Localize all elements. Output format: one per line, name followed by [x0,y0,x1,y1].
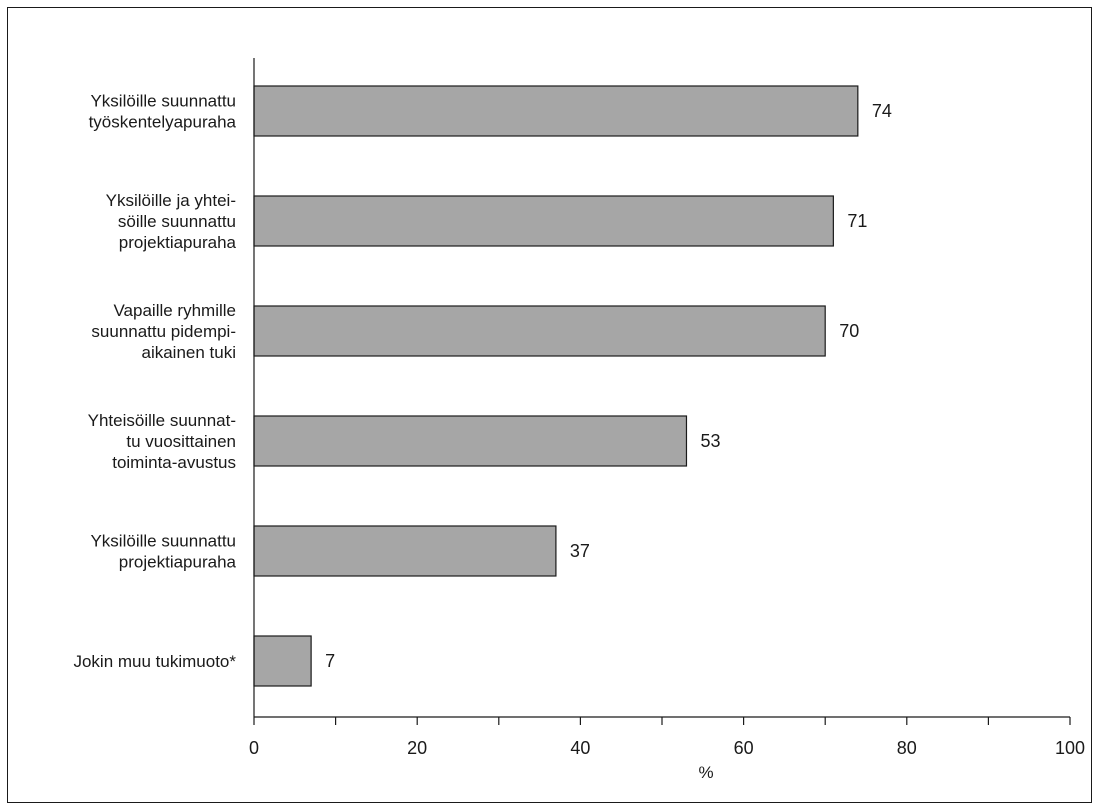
data-labels-group: 74 71 70 53 37 7 [325,101,892,671]
category-label-line: aikainen tuki [141,343,236,362]
category-label-2: Yksilöille ja yhtei-söille suunnattu proj… [106,191,237,252]
x-tick-label-80: 80 [897,738,917,758]
x-tick-label-60: 60 [734,738,754,758]
data-label-3: 70 [839,321,859,341]
category-label-line: Yksilöille suunnattu [90,532,236,551]
category-label-4: Yhteisöille suunnat-tu vuosittainen toimi… [88,411,236,472]
category-label-line: suunnattu pidempi- [91,322,236,341]
category-label-line: projektiapuraha [119,553,237,572]
category-labels-group: Yksilöille suunnattu työskentelyapurahaYk… [73,92,236,672]
category-label-line: Yksilöille suunnattu [90,92,236,111]
x-tick-label-20: 20 [407,738,427,758]
category-label-line: tu vuosittainen [126,432,236,451]
category-label-3: Vapaille ryhmille suunnattu pidempi-aikai… [91,301,236,362]
bar-4 [253,415,688,467]
category-label-line: Yhteisöille suunnat- [88,411,236,430]
bar-6 [253,635,312,687]
category-label-line: Jokin muu tukimuoto* [73,652,236,671]
bar-5 [253,525,557,577]
category-label-line: projektiapuraha [119,233,237,252]
bar-2 [253,195,834,247]
data-label-1: 74 [872,101,892,121]
data-label-5: 37 [570,541,590,561]
category-label-line: Vapaille ryhmille [113,301,236,320]
category-label-line: työskentelyapuraha [89,113,237,132]
data-label-2: 71 [847,211,867,231]
data-label-4: 53 [700,431,720,451]
x-axis: 0 20 40 60 80 100 [249,58,1085,758]
bar-3 [253,305,826,357]
x-tick-label-0: 0 [249,738,259,758]
category-label-6: Jokin muu tukimuoto* [73,652,236,671]
x-axis-label: % [698,763,713,782]
chart-frame [7,7,1092,803]
category-label-5: Yksilöille suunnattu projektiapuraha [90,532,236,572]
category-label-line: Yksilöille ja yhtei- [106,191,236,210]
bars-group [253,85,859,687]
x-tick-label-100: 100 [1055,738,1085,758]
bar-1 [253,85,859,137]
category-label-1: Yksilöille suunnattu työskentelyapuraha [89,92,237,132]
category-label-line: söille suunnattu [118,212,236,231]
category-label-line: toiminta-avustus [112,453,236,472]
data-label-6: 7 [325,651,335,671]
x-tick-label-40: 40 [570,738,590,758]
